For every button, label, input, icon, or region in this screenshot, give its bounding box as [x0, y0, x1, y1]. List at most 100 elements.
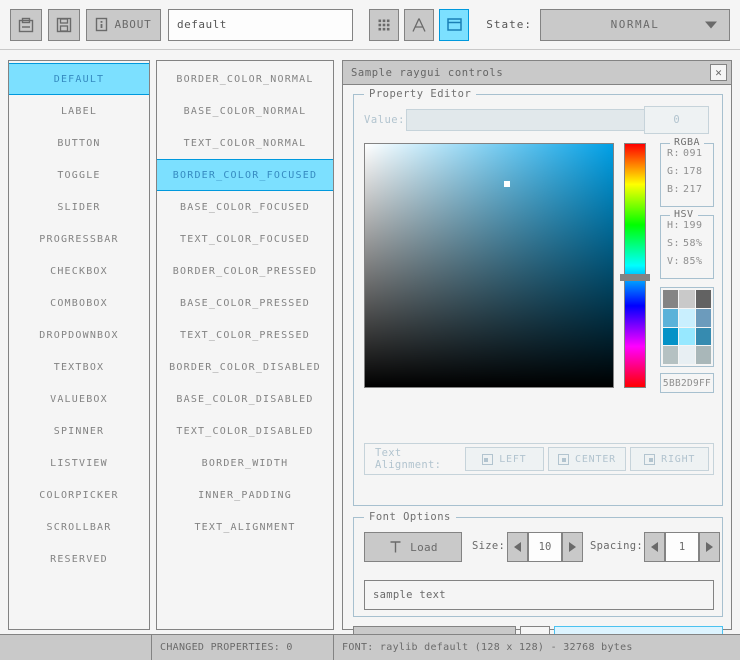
align-center-label: CENTER	[575, 453, 616, 465]
control-list-item[interactable]: VALUEBOX	[50, 393, 108, 405]
rgba-row: R: 091	[661, 144, 713, 162]
property-list-item[interactable]: TEXT_COLOR_DISABLED	[176, 425, 314, 437]
state-dropdown-value: NORMAL	[610, 18, 660, 31]
load-font-button[interactable]: Load	[364, 532, 462, 562]
control-list-item[interactable]: LISTVIEW	[50, 457, 108, 469]
control-list-item[interactable]: LABEL	[60, 105, 98, 117]
info-icon	[95, 17, 108, 32]
property-list-item[interactable]: BORDER_WIDTH	[201, 457, 289, 469]
rgba-values-box: RGBA R: 091 G: 178 B: 217	[660, 137, 714, 207]
color-swatch[interactable]	[663, 290, 679, 308]
load-font-label: Load	[410, 540, 438, 554]
color-hex-value[interactable]: 5BB2D9FF	[660, 373, 714, 393]
toggle-font-button[interactable]	[404, 8, 434, 41]
arrow-left-icon	[651, 542, 658, 552]
font-options-title: Font Options	[364, 511, 456, 523]
property-list-item[interactable]: BASE_COLOR_DISABLED	[176, 393, 314, 405]
close-icon[interactable]: ✕	[710, 64, 727, 81]
control-list-item[interactable]: CHECKBOX	[50, 265, 108, 277]
window-controls-icon	[446, 16, 463, 33]
statusbar-font-info: FONT: raylib default (128 x 128) - 32768…	[342, 642, 633, 653]
align-center-icon	[558, 453, 570, 465]
color-picker: RGBA R: 091 G: 178 B: 217 HSV H: 199 S: 58% V: 85%…	[364, 137, 714, 433]
control-list-item[interactable]: PROGRESSBAR	[39, 233, 119, 245]
toggle-grid-button[interactable]	[369, 8, 399, 41]
color-swatch[interactable]	[695, 327, 711, 346]
toggle-controls-button[interactable]	[439, 8, 469, 41]
control-list-item[interactable]: COLORPICKER	[39, 489, 119, 501]
font-spacing-label: Spacing:	[590, 540, 643, 552]
control-list-item[interactable]: TEXTBOX	[53, 361, 105, 373]
control-list-item[interactable]: SLIDER	[57, 201, 101, 213]
property-list-item[interactable]: INNER_PADDING	[198, 489, 292, 501]
property-list-item[interactable]: BORDER_COLOR_PRESSED	[172, 265, 318, 277]
control-list-item[interactable]: SCROLLBAR	[46, 521, 112, 533]
color-swatch[interactable]	[663, 308, 679, 327]
color-cursor[interactable]	[504, 181, 510, 187]
font-spacing-decrement-button[interactable]	[644, 532, 665, 562]
rgba-value: 178	[683, 165, 703, 177]
color-swatch[interactable]	[695, 290, 711, 308]
font-a-icon	[410, 16, 428, 34]
color-swatch[interactable]	[695, 308, 711, 327]
hsv-values-box: HSV H: 199 S: 58% V: 85%	[660, 209, 714, 279]
align-center-button[interactable]: CENTER	[547, 447, 627, 471]
saturation-value-square[interactable]	[364, 143, 614, 388]
font-size-value[interactable]: 10	[528, 532, 562, 562]
hue-selector-handle[interactable]	[620, 274, 650, 281]
hue-bar[interactable]	[624, 143, 646, 388]
color-swatch[interactable]	[663, 327, 679, 346]
hsv-key: V:	[667, 255, 681, 267]
color-swatch-grid[interactable]	[660, 287, 714, 367]
hsv-row: S: 58%	[661, 234, 713, 252]
properties-list[interactable]: BORDER_COLOR_NORMAL BASE_COLOR_NORMAL TEXT…	[156, 60, 334, 630]
statusbar-empty-cell	[0, 635, 152, 660]
state-dropdown[interactable]: NORMAL	[540, 8, 730, 41]
color-swatch[interactable]	[679, 327, 695, 346]
save-style-button[interactable]	[48, 8, 80, 41]
control-list-item[interactable]: DROPDOWNBOX	[39, 329, 119, 341]
color-swatch[interactable]	[695, 346, 711, 364]
window-titlebar[interactable]: Sample raygui controls ✕	[343, 61, 731, 85]
property-list-item[interactable]: BASE_COLOR_NORMAL	[183, 105, 307, 117]
property-list-item[interactable]: BASE_COLOR_FOCUSED	[180, 201, 310, 213]
hsv-value: 85%	[683, 255, 703, 267]
property-editor-group: Property Editor Value: 0 RGBA R: 091 G: 178…	[353, 88, 723, 506]
control-list-item[interactable]: SPINNER	[53, 425, 105, 437]
color-swatch[interactable]	[679, 290, 695, 308]
statusbar: CHANGED PROPERTIES: 0 FONT: raylib defau…	[0, 634, 740, 660]
font-spacing-increment-button[interactable]	[699, 532, 720, 562]
control-list-item[interactable]: DEFAULT	[9, 63, 149, 95]
sample-text-input[interactable]: sample text	[364, 580, 714, 610]
font-size-increment-button[interactable]	[562, 532, 583, 562]
property-list-item[interactable]: BORDER_COLOR_NORMAL	[176, 73, 314, 85]
align-right-button[interactable]: RIGHT	[630, 447, 710, 471]
font-spacing-value[interactable]: 1	[665, 532, 699, 562]
align-right-icon	[644, 453, 656, 465]
open-style-button[interactable]	[10, 8, 42, 41]
align-left-button[interactable]: LEFT	[465, 447, 544, 471]
controls-list[interactable]: DEFAULT LABEL BUTTON TOGGLE SLIDER PROGRESSBA…	[8, 60, 150, 630]
value-number-box[interactable]: 0	[644, 106, 709, 134]
property-list-item[interactable]: BORDER_COLOR_DISABLED	[169, 361, 321, 373]
color-swatch[interactable]	[679, 346, 695, 364]
style-name-input[interactable]	[168, 8, 353, 41]
property-list-item[interactable]: TEXT_ALIGNMENT	[194, 521, 296, 533]
property-list-item[interactable]: BORDER_COLOR_FOCUSED	[157, 159, 333, 191]
property-list-item[interactable]: TEXT_COLOR_NORMAL	[183, 137, 307, 149]
control-list-item[interactable]: BUTTON	[57, 137, 101, 149]
rgba-value: 217	[683, 183, 703, 195]
rgba-row: B: 217	[661, 180, 713, 198]
property-list-item[interactable]: TEXT_COLOR_FOCUSED	[180, 233, 310, 245]
about-button[interactable]: ABOUT	[86, 8, 161, 41]
color-swatch[interactable]	[679, 308, 695, 327]
property-list-item[interactable]: BASE_COLOR_PRESSED	[180, 297, 310, 309]
control-list-item[interactable]: COMBOBOX	[50, 297, 108, 309]
font-size-decrement-button[interactable]	[507, 532, 528, 562]
align-right-label: RIGHT	[661, 453, 696, 465]
color-swatch[interactable]	[663, 346, 679, 364]
control-list-item[interactable]: RESERVED	[50, 553, 108, 565]
property-list-item[interactable]: TEXT_COLOR_PRESSED	[180, 329, 310, 341]
font-options-group: Font Options Load Size: 10 Spacing: 1 sa…	[353, 511, 723, 617]
control-list-item[interactable]: TOGGLE	[57, 169, 101, 181]
